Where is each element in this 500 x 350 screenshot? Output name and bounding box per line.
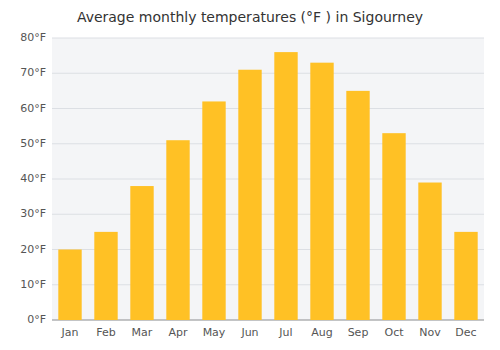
bar — [94, 232, 117, 320]
bar — [130, 186, 153, 320]
y-tick-label: 80°F — [20, 31, 46, 44]
bar — [166, 140, 189, 320]
bar — [310, 63, 333, 320]
grid-line — [52, 143, 484, 144]
y-tick-label: 20°F — [20, 243, 46, 256]
x-tick-label: Jun — [240, 326, 258, 339]
grid — [52, 38, 484, 320]
bar — [382, 133, 405, 320]
y-tick-label: 0°F — [27, 313, 46, 326]
x-tick-label: Sep — [348, 326, 369, 339]
y-tick-label: 10°F — [20, 278, 46, 291]
bar — [346, 91, 369, 320]
bars — [58, 52, 477, 320]
x-tick-label: Mar — [132, 326, 153, 339]
axes: 0°F 10°F 20°F 30°F 40°F 50°F 60°F 70°F 80°F Jan Fe… — [20, 31, 484, 339]
y-tick-label: 30°F — [20, 207, 46, 220]
grid-line — [52, 108, 484, 109]
bar — [274, 52, 297, 320]
y-tick-label: 60°F — [20, 102, 46, 115]
y-tick-label: 70°F — [20, 66, 46, 79]
bar — [58, 250, 81, 321]
x-tick-label: Apr — [168, 326, 188, 339]
x-tick-label: Nov — [419, 326, 441, 339]
x-tick-label: Feb — [96, 326, 115, 339]
plot-background — [52, 38, 484, 320]
grid-line — [52, 38, 484, 39]
chart-svg: 0°F 10°F 20°F 30°F 40°F 50°F 60°F 70°F 80°F Jan Fe… — [0, 0, 500, 350]
y-tick-label: 50°F — [20, 137, 46, 150]
grid-line — [52, 73, 484, 74]
x-tick-label: Dec — [455, 326, 476, 339]
y-tick-label: 40°F — [20, 172, 46, 185]
chart-container: 0°F 10°F 20°F 30°F 40°F 50°F 60°F 70°F 80°F Jan Fe… — [0, 0, 500, 350]
x-tick-label: May — [203, 326, 226, 339]
x-tick-label: Jul — [278, 326, 292, 339]
x-tick-label: Oct — [384, 326, 404, 339]
grid-line — [52, 179, 484, 180]
bar — [202, 101, 225, 320]
x-tick-label: Jan — [61, 326, 79, 339]
bar — [454, 232, 477, 320]
chart-title: Average monthly temperatures (°F ) in Si… — [77, 9, 423, 25]
bar — [418, 183, 441, 320]
bar — [238, 70, 261, 320]
x-tick-label: Aug — [311, 326, 332, 339]
